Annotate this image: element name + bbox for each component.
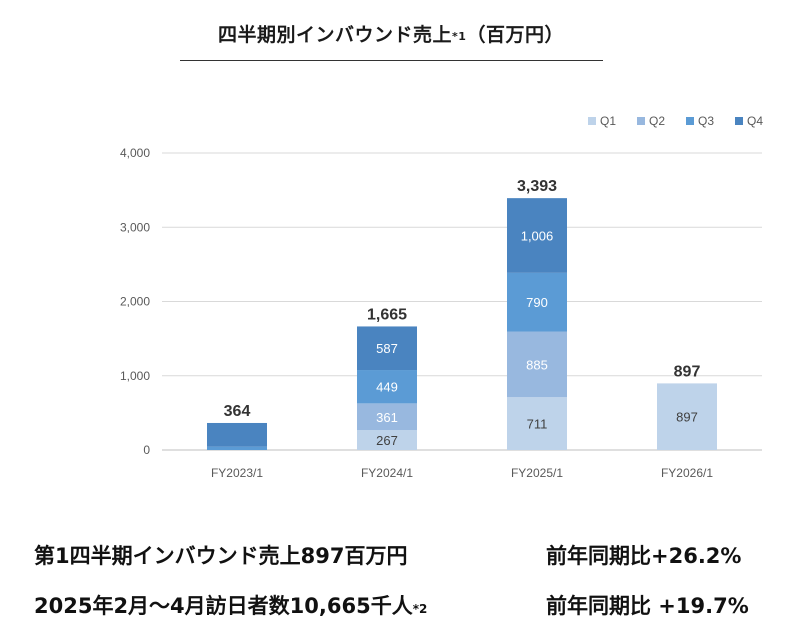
bar-segment-q1 xyxy=(357,430,417,450)
y-tick-label: 3,000 xyxy=(120,220,150,234)
total-label: 3,393 xyxy=(517,178,557,195)
bar-segment-q4 xyxy=(507,198,567,273)
bar-segment-q4 xyxy=(207,422,267,447)
bar-segment-q4 xyxy=(357,326,417,371)
bar-segment-q3 xyxy=(207,446,267,450)
y-tick-label: 4,000 xyxy=(120,146,150,160)
total-label: 364 xyxy=(224,403,251,420)
x-tick-label: FY2024/1 xyxy=(361,466,413,480)
total-label: 1,665 xyxy=(367,306,407,323)
total-label: 897 xyxy=(674,363,701,380)
data-label: 711 xyxy=(527,417,548,432)
legend-swatch-q3 xyxy=(686,117,694,125)
legend-swatch-q1 xyxy=(588,117,596,125)
legend-label-q3: Q3 xyxy=(698,114,714,128)
data-label: 885 xyxy=(526,357,548,372)
legend-swatch-q2 xyxy=(637,117,645,125)
data-label: 1,006 xyxy=(521,228,554,243)
visitors-note: *2 xyxy=(412,602,428,616)
data-label: 361 xyxy=(376,410,398,425)
legend-label-q4: Q4 xyxy=(747,114,763,128)
bar-segment-q2 xyxy=(507,331,567,398)
footer-row-1: 第1四半期インバウンド売上897百万円 前年同期比+26.2% xyxy=(34,540,741,570)
x-tick-label: FY2025/1 xyxy=(511,466,563,480)
bar-segment-q3 xyxy=(507,272,567,332)
chart-title-main: 四半期別インバウンド売上 xyxy=(218,24,453,46)
data-label: 267 xyxy=(376,433,398,448)
bar-segment-q1 xyxy=(657,383,717,450)
data-label: 587 xyxy=(376,341,398,356)
y-tick-label: 2,000 xyxy=(120,295,150,309)
data-label: 790 xyxy=(526,295,548,310)
visitors-text: 2025年2月～4月訪日者数10,665千人 xyxy=(34,594,413,618)
q1-yoy-text: 前年同期比+26.2% xyxy=(546,544,742,568)
legend-swatch-q4 xyxy=(735,117,743,125)
bar-segment-q2 xyxy=(357,403,417,431)
visitors-yoy-text: 前年同期比 +19.7% xyxy=(546,594,749,618)
chart-title-note: *1 xyxy=(452,30,467,43)
chart-title: 四半期別インバウンド売上*1（百万円） xyxy=(180,20,602,47)
x-tick-label: FY2026/1 xyxy=(661,466,713,480)
y-tick-label: 0 xyxy=(143,443,150,457)
y-tick-label: 1,000 xyxy=(120,369,150,383)
data-label: 897 xyxy=(676,410,698,425)
legend-label-q1: Q1 xyxy=(600,114,616,128)
title-underline xyxy=(180,60,603,61)
data-label: 449 xyxy=(376,380,398,395)
bar-segment-q1 xyxy=(507,397,567,450)
bar-segment-q3 xyxy=(357,370,417,404)
chart-title-unit: （百万円） xyxy=(466,24,564,46)
q1-inbound-sales-text: 第1四半期インバウンド売上897百万円 xyxy=(34,544,408,568)
footer-row-2: 2025年2月～4月訪日者数10,665千人*2 前年同期比 +19.7% xyxy=(34,590,749,620)
x-tick-label: FY2023/1 xyxy=(211,466,263,480)
legend-label-q2: Q2 xyxy=(649,114,665,128)
